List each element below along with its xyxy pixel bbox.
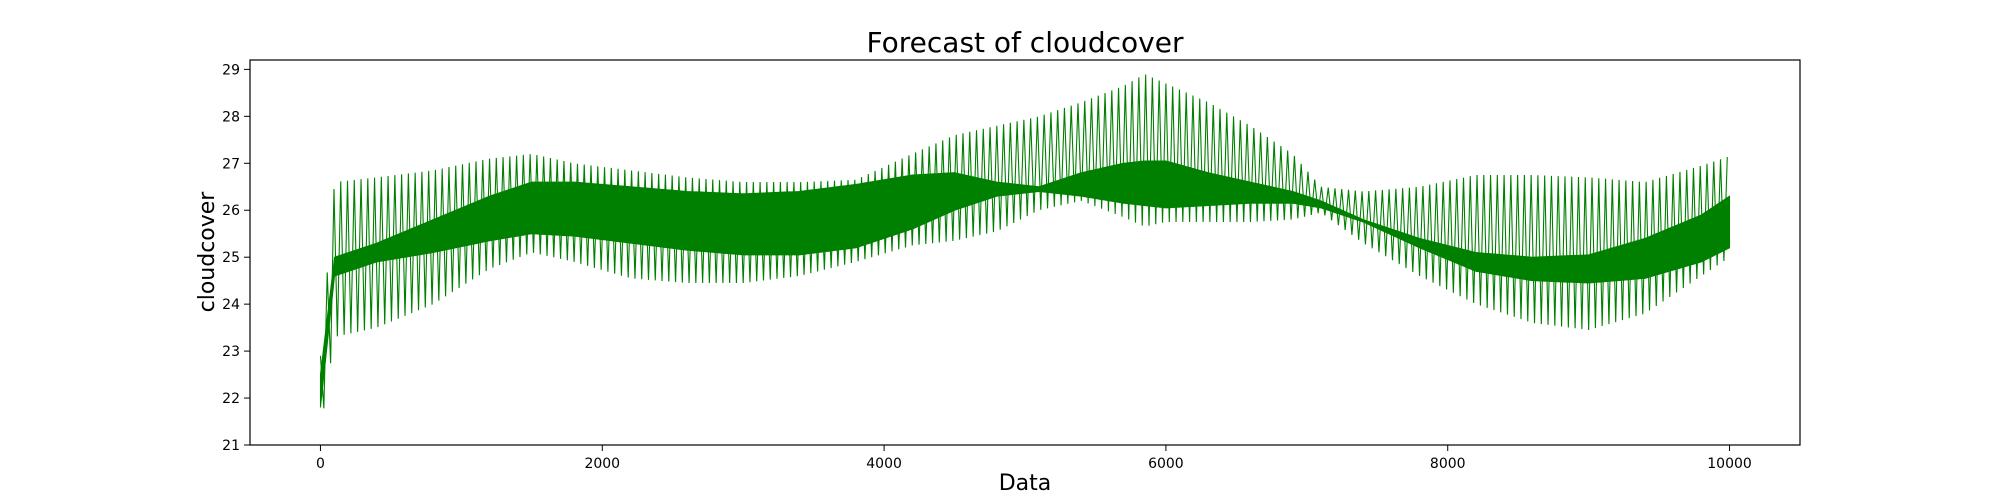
x-axis: 0 2000 4000 6000 8000 10000 bbox=[316, 445, 1752, 472]
x-tick-label: 4000 bbox=[866, 456, 902, 472]
y-tick-label: 28 bbox=[222, 109, 240, 125]
y-axis: 21 22 23 24 25 26 27 28 29 bbox=[222, 62, 250, 454]
y-tick-label: 23 bbox=[222, 344, 240, 360]
y-tick-label: 25 bbox=[222, 250, 240, 266]
y-tick-label: 26 bbox=[222, 203, 240, 219]
y-tick-label: 24 bbox=[222, 297, 240, 313]
y-axis-label: cloudcover bbox=[195, 191, 220, 313]
x-tick-label: 6000 bbox=[1148, 456, 1184, 472]
chart-title: Forecast of cloudcover bbox=[867, 26, 1184, 59]
series-dense-band bbox=[319, 160, 1731, 408]
y-tick-label: 21 bbox=[222, 438, 240, 454]
y-tick-label: 22 bbox=[222, 391, 240, 407]
series-line bbox=[319, 74, 1728, 409]
x-tick-label: 8000 bbox=[1430, 456, 1466, 472]
x-tick-label: 0 bbox=[316, 456, 325, 472]
x-axis-label: Data bbox=[999, 471, 1052, 496]
plot-area bbox=[319, 74, 1731, 409]
y-tick-label: 29 bbox=[222, 62, 240, 78]
y-tick-label: 27 bbox=[222, 156, 240, 172]
axes-frame bbox=[249, 59, 1801, 446]
x-tick-label: 2000 bbox=[584, 456, 620, 472]
x-tick-label: 10000 bbox=[1707, 456, 1752, 472]
